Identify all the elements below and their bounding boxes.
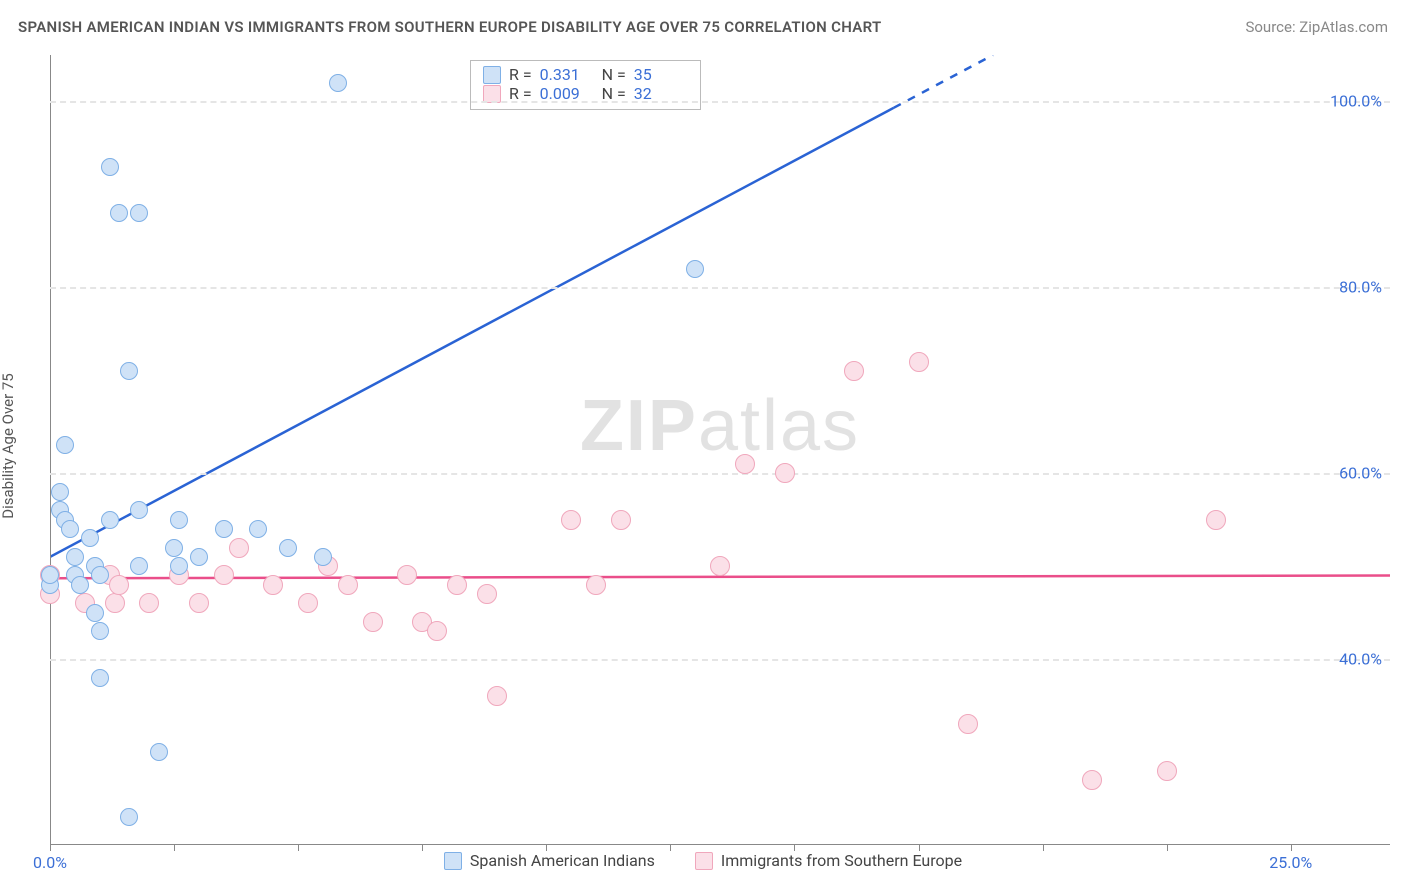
scatter-point-pink	[909, 352, 929, 372]
scatter-point-pink	[586, 575, 606, 595]
scatter-point-blue	[51, 483, 69, 501]
scatter-point-blue	[101, 511, 119, 529]
scatter-point-pink	[139, 593, 159, 613]
scatter-point-blue	[120, 362, 138, 380]
watermark: ZIPatlas	[580, 385, 860, 467]
scatter-point-pink	[487, 686, 507, 706]
scatter-point-blue	[41, 566, 59, 584]
scatter-point-pink	[109, 575, 129, 595]
scatter-point-blue	[130, 557, 148, 575]
scatter-point-blue	[150, 743, 168, 761]
x-axis	[50, 844, 1390, 845]
scatter-point-blue	[165, 539, 183, 557]
scatter-point-pink	[775, 463, 795, 483]
scatter-point-blue	[66, 548, 84, 566]
scatter-point-blue	[91, 669, 109, 687]
y-tick-label: 40.0%	[1339, 650, 1382, 669]
grid-line	[50, 473, 1390, 475]
scatter-point-blue	[86, 604, 104, 622]
scatter-point-pink	[561, 510, 581, 530]
grid-line	[50, 287, 1390, 289]
scatter-point-blue	[56, 436, 74, 454]
bottom-legend: Spanish American Indians Immigrants from …	[0, 851, 1406, 870]
scatter-point-blue	[314, 548, 332, 566]
scatter-point-pink	[363, 612, 383, 632]
scatter-point-blue	[91, 622, 109, 640]
scatter-point-pink	[298, 593, 318, 613]
y-tick-label: 60.0%	[1339, 464, 1382, 483]
legend-item-blue: Spanish American Indians	[444, 851, 655, 870]
scatter-point-pink	[427, 621, 447, 641]
scatter-point-blue	[61, 520, 79, 538]
scatter-point-pink	[844, 361, 864, 381]
scatter-point-pink	[1082, 770, 1102, 790]
scatter-point-blue	[170, 511, 188, 529]
scatter-point-blue	[130, 204, 148, 222]
scatter-point-pink	[1206, 510, 1226, 530]
scatter-point-pink	[611, 510, 631, 530]
swatch-blue	[483, 66, 501, 84]
scatter-point-pink	[447, 575, 467, 595]
scatter-point-blue	[215, 520, 233, 538]
scatter-point-blue	[120, 808, 138, 826]
legend-swatch-blue	[444, 852, 462, 870]
scatter-point-blue	[130, 501, 148, 519]
grid-line	[50, 101, 1390, 103]
scatter-point-blue	[329, 74, 347, 92]
scatter-point-blue	[81, 529, 99, 547]
scatter-point-pink	[338, 575, 358, 595]
source-attribution: Source: ZipAtlas.com	[1245, 18, 1388, 36]
grid-line	[50, 659, 1390, 661]
scatter-point-blue	[249, 520, 267, 538]
scatter-point-pink	[958, 714, 978, 734]
y-tick-label: 80.0%	[1339, 278, 1382, 297]
scatter-point-blue	[190, 548, 208, 566]
scatter-point-pink	[477, 584, 497, 604]
scatter-point-pink	[263, 575, 283, 595]
swatch-pink	[483, 85, 501, 103]
stat-row-pink: R = 0.009 N = 32	[483, 84, 688, 103]
legend-label-blue: Spanish American Indians	[470, 851, 655, 870]
scatter-point-blue	[279, 539, 297, 557]
y-axis	[50, 55, 51, 845]
scatter-point-blue	[686, 260, 704, 278]
stat-row-blue: R = 0.331 N = 35	[483, 65, 688, 84]
scatter-point-pink	[214, 565, 234, 585]
scatter-point-blue	[110, 204, 128, 222]
scatter-point-pink	[105, 593, 125, 613]
scatter-point-blue	[91, 566, 109, 584]
scatter-point-blue	[71, 576, 89, 594]
legend-label-pink: Immigrants from Southern Europe	[721, 851, 962, 870]
scatter-point-pink	[189, 593, 209, 613]
legend-item-pink: Immigrants from Southern Europe	[695, 851, 962, 870]
scatter-point-blue	[101, 158, 119, 176]
legend-swatch-pink	[695, 852, 713, 870]
scatter-point-pink	[710, 556, 730, 576]
scatter-point-pink	[397, 565, 417, 585]
scatter-point-pink	[735, 454, 755, 474]
scatter-point-pink	[229, 538, 249, 558]
y-tick-label: 100.0%	[1330, 92, 1382, 111]
plot-area: ZIPatlas R = 0.331 N = 35 R = 0.009 N = …	[50, 55, 1390, 845]
y-axis-label: Disability Age Over 75	[0, 373, 17, 518]
scatter-point-pink	[1157, 761, 1177, 781]
scatter-point-blue	[170, 557, 188, 575]
chart-title: SPANISH AMERICAN INDIAN VS IMMIGRANTS FR…	[18, 18, 881, 36]
